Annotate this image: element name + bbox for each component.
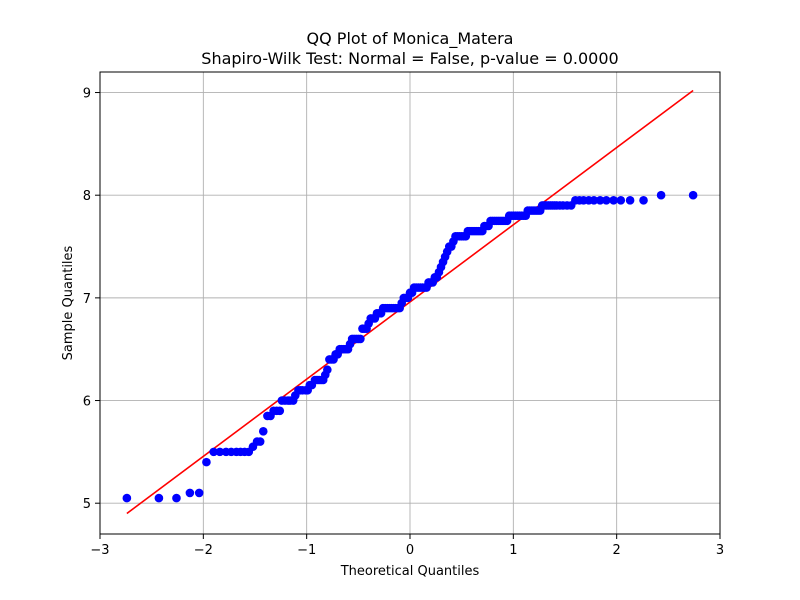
data-point: [589, 196, 599, 205]
y-tick-label: 8: [83, 189, 91, 204]
x-tick-label: 3: [716, 543, 724, 558]
reference-line: [126, 89, 694, 515]
y-tick-label: 9: [83, 87, 91, 102]
data-point: [616, 196, 626, 205]
data-point: [275, 406, 285, 416]
data-point: [656, 190, 666, 200]
x-axis-label: Theoretical Quantiles: [340, 564, 480, 579]
reference-line-group: [126, 89, 694, 515]
chart-title: QQ Plot of Monica_Matera: [307, 29, 514, 49]
data-point: [625, 196, 635, 205]
data-point: [609, 196, 618, 205]
data-point: [154, 493, 164, 503]
data-point: [209, 447, 218, 457]
data-point: [323, 365, 332, 375]
x-tick-label: 2: [613, 543, 621, 558]
data-point: [639, 196, 648, 205]
data-point: [688, 190, 698, 200]
chart-subtitle: Shapiro-Wilk Test: Normal = False, p-val…: [201, 49, 618, 68]
x-tick-label: 1: [509, 543, 517, 558]
data-point: [602, 196, 611, 205]
data-point: [202, 457, 211, 467]
data-point: [595, 196, 605, 205]
data-point: [258, 427, 268, 436]
y-tick-label: 5: [83, 497, 91, 512]
x-tick-label: 0: [406, 543, 414, 558]
data-point: [255, 437, 265, 446]
data-point: [172, 493, 181, 503]
axis-ticks: −3 −2 −1 0 1 2 3 5 6 7 8 9: [83, 87, 724, 558]
y-tick-label: 7: [83, 292, 91, 307]
data-point: [215, 447, 225, 457]
y-tick-label: 6: [83, 395, 91, 410]
data-point: [185, 488, 195, 498]
y-axis-label: Sample Quantiles: [61, 245, 76, 360]
x-tick-label: −2: [194, 543, 213, 558]
x-tick-label: −3: [90, 543, 109, 558]
plot-frame: [99, 71, 721, 535]
data-points: [122, 190, 698, 503]
data-point: [356, 334, 365, 344]
x-tick-label: −1: [297, 543, 316, 558]
data-point: [122, 493, 132, 503]
data-point: [194, 488, 204, 498]
